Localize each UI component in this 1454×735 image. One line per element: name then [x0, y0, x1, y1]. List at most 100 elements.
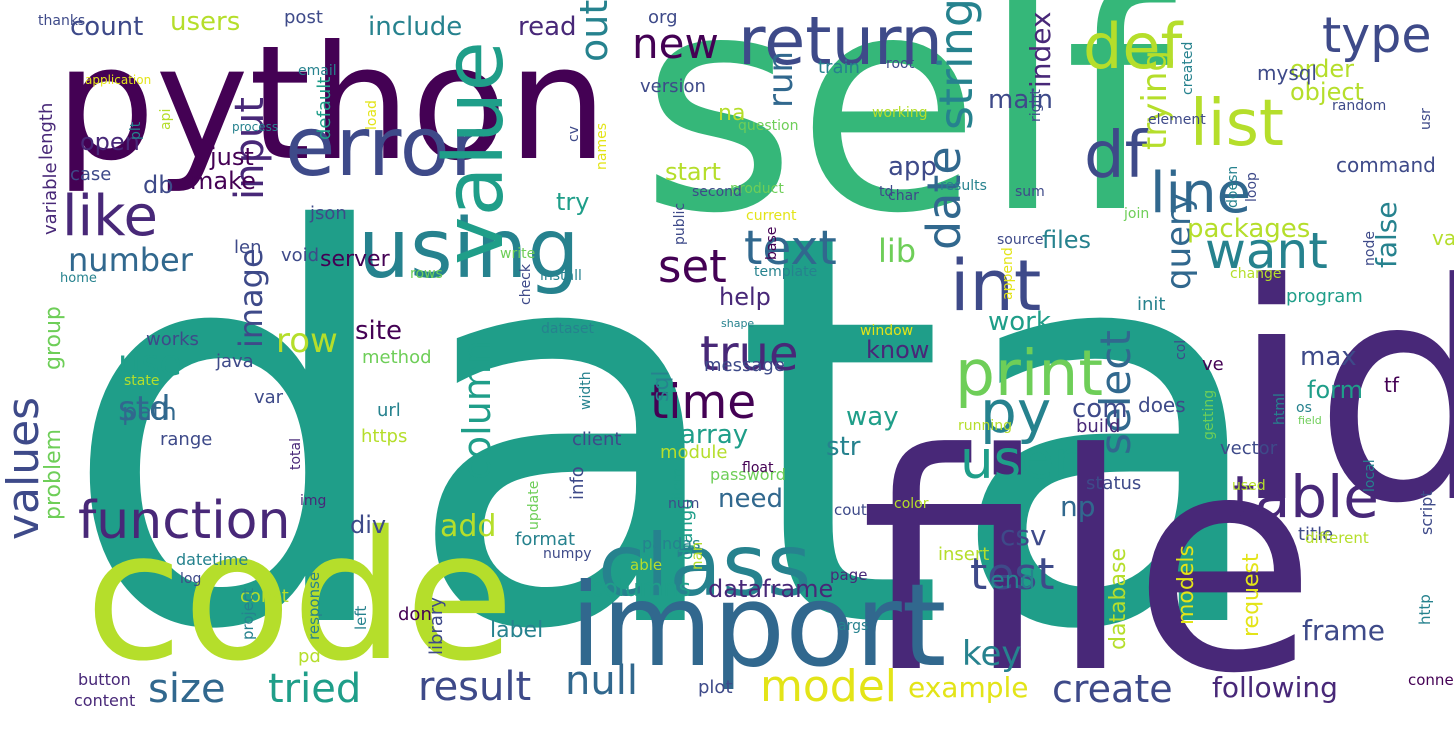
word-home: home [60, 271, 97, 286]
word-float: float [742, 460, 774, 476]
word-names: names [594, 123, 610, 170]
word-working: working [872, 105, 928, 121]
word-change: change [1230, 266, 1282, 282]
word-args: args [838, 618, 868, 634]
word-value: value [427, 41, 522, 265]
word-want: want [1205, 222, 1328, 280]
word-new: new [632, 19, 719, 68]
word-self: self [640, 0, 1177, 279]
word-message: message [704, 355, 785, 376]
word-create: create [1052, 667, 1173, 711]
word-problem: problem [41, 429, 66, 520]
word-https: https [361, 426, 407, 447]
word-columns: columns [590, 574, 691, 602]
word-trying: trying [1135, 50, 1175, 150]
word-content: content [74, 691, 135, 710]
word-help: help [719, 283, 771, 311]
word-database: database [1106, 548, 1131, 650]
word-check: check [518, 263, 534, 305]
word-result: result [418, 664, 531, 710]
word-getting: getting [1201, 390, 1217, 440]
word-size: size [148, 666, 226, 712]
word-site: site [355, 316, 402, 346]
word-work: work [988, 307, 1051, 337]
word-count: count [70, 12, 143, 42]
word-build: build [1076, 416, 1120, 437]
word-case: case [70, 164, 111, 185]
word-request: request [1239, 553, 1264, 637]
word-img: img [300, 493, 326, 509]
word-use: use [118, 343, 182, 384]
word-window: window [860, 323, 913, 339]
word-data: data [60, 120, 1276, 735]
word-pd: pd [298, 646, 321, 667]
word-sum: sum [1015, 184, 1045, 200]
word-vector: vector [1220, 438, 1278, 459]
word-datetime: datetime [176, 550, 248, 569]
word-question: question [738, 118, 798, 134]
word-array: array [680, 420, 748, 450]
word-plot: plot [698, 677, 733, 698]
word-connection: connection [1408, 671, 1454, 689]
word-need: need [718, 484, 783, 514]
word-process: process [232, 120, 278, 134]
word-end: end [990, 566, 1035, 594]
word-public: public [672, 203, 688, 245]
word-insert: insert [938, 544, 989, 565]
word-str: str [826, 432, 861, 462]
word-run: run [761, 51, 801, 108]
word-os: os [1296, 400, 1312, 416]
word-root: root [886, 56, 915, 72]
word-right: right [1028, 89, 1044, 122]
word-image: image [232, 248, 270, 348]
word-status: status [1086, 473, 1141, 494]
word-number: number [68, 241, 194, 279]
word-length: length [36, 103, 57, 160]
word-don: don [398, 604, 432, 625]
word-false: false [1370, 201, 1403, 268]
word-email: email [298, 63, 337, 79]
word-update: update [526, 481, 542, 530]
word-just: just [209, 143, 254, 171]
word-key: key [962, 634, 1022, 674]
word-nan: nan [688, 542, 706, 570]
word-import: import [570, 559, 946, 692]
word-df: df [1084, 119, 1149, 193]
word-works: works [146, 329, 199, 350]
word-values: values [0, 397, 49, 540]
word-user: user [960, 430, 1076, 491]
word-created: created [1180, 42, 1196, 95]
word-json: json [309, 203, 347, 224]
word-pandas: pandas [642, 534, 700, 553]
word-response: response [305, 572, 323, 640]
word-order: order [1290, 55, 1354, 83]
word-base: base [764, 227, 780, 260]
word-current: current [746, 208, 797, 224]
word-index: index [1024, 11, 1057, 88]
word-print: print [955, 337, 1103, 410]
word-train: train [818, 57, 860, 78]
word-dataset: dataset [541, 321, 594, 337]
word-sql: sql [649, 370, 674, 402]
word-class: class [598, 516, 812, 616]
word-np: np [1060, 490, 1096, 523]
word-element: element [1148, 112, 1206, 128]
word-random: random [1332, 98, 1386, 114]
word-color: color [894, 496, 929, 512]
word-default: default [314, 77, 335, 140]
word-query: query [1159, 192, 1199, 290]
word-http: http [1416, 594, 1434, 625]
word-code: code [85, 493, 514, 700]
word-read: read [518, 12, 577, 42]
word-models: models [1174, 545, 1199, 625]
word-rows: rows [410, 266, 443, 282]
word-library: library [426, 597, 447, 655]
word-following: following [1212, 671, 1338, 704]
word-usr: usr [1418, 108, 1434, 130]
word-running: running [958, 418, 1012, 434]
word-frame: frame [1302, 614, 1385, 647]
word-api: api [158, 109, 174, 130]
word-example: example [908, 671, 1029, 704]
